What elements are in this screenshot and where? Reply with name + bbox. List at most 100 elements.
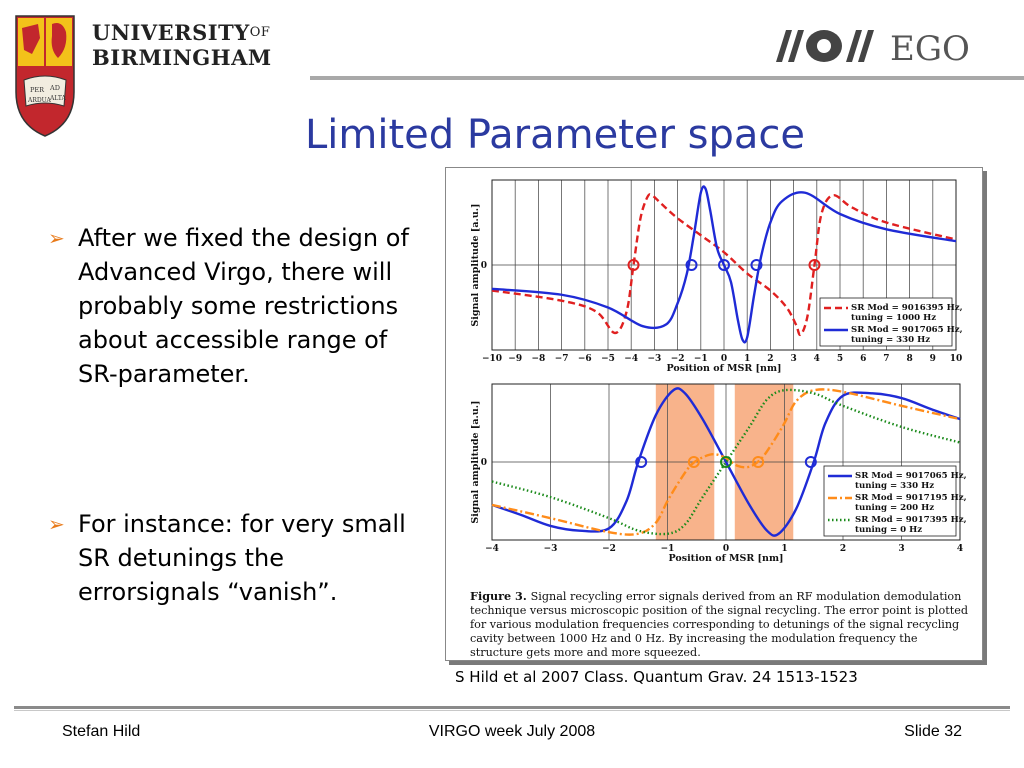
svg-text:ALTA: ALTA (49, 95, 67, 102)
ego-logo-text: EGO (890, 29, 970, 69)
x-tick-label: −7 (555, 354, 569, 364)
y-axis-label: Signal amplitude [a.u.] (470, 203, 481, 326)
x-tick-label: 7 (883, 354, 889, 364)
zero-crossing-marker (627, 259, 640, 271)
figure-svg: −10 −9 −8 −7 −6 −5 −4 −3 −2 −1 0 1 2 3 4 5 6 7 8 9 100Positi… (470, 179, 968, 659)
x-tick-label: 8 (906, 354, 912, 364)
caption-line: Figure 3. Signal recycling error signals… (470, 589, 961, 603)
zero-crossing-marker (635, 456, 648, 468)
footer-rule-thin (14, 710, 1010, 711)
legend-label: SR Mod = 9017065 Hz, (851, 325, 963, 335)
series-line-2 (491, 185, 957, 344)
header-rule (310, 76, 1024, 80)
x-axis-label: Position of MSR [nm] (669, 553, 784, 564)
legend-label: tuning = 0 Hz (855, 525, 922, 535)
x-tick-label: 0 (721, 354, 727, 364)
x-tick-label: 4 (814, 354, 820, 364)
bullet-text-2: For instance: for very small SR detuning… (78, 510, 406, 606)
citation: S Hild et al 2007 Class. Quantum Grav. 2… (455, 668, 858, 686)
x-tick-label: 0 (723, 544, 729, 554)
legend-label: tuning = 1000 Hz (851, 313, 936, 323)
x-tick-label: 1 (781, 544, 787, 554)
caption-label: Figure 3. (470, 589, 531, 603)
bullet-item-1: ➢ After we fixed the design of Advanced … (48, 221, 428, 391)
zero-crossing-marker (750, 259, 763, 271)
x-tick-label: −2 (671, 354, 685, 364)
x-tick-label: 4 (957, 544, 963, 554)
svg-text:PER: PER (30, 86, 45, 94)
bullet-text-1: After we fixed the design of Advanced Vi… (78, 224, 409, 388)
university-line2: BIRMINGHAM (92, 45, 272, 70)
university-name: UNIVERSITYOF BIRMINGHAM (92, 20, 272, 70)
legend-label: SR Mod = 9017195 Hz, (855, 493, 967, 503)
x-tick-label: −8 (531, 354, 545, 364)
zero-crossing-marker (720, 456, 732, 468)
footer-slide-number: Slide 32 (904, 723, 962, 740)
x-axis-label: Position of MSR [nm] (667, 363, 782, 374)
x-tick-label: −1 (694, 354, 708, 364)
x-tick-label: −9 (508, 354, 522, 364)
legend-label: tuning = 200 Hz (855, 503, 934, 513)
legend-label: SR Mod = 9016395 Hz, (851, 303, 963, 313)
caption-line: technique versus microscopic position of… (470, 604, 968, 617)
caption-line: cavity between 1000 Hz and 0 Hz. By incr… (470, 632, 918, 645)
x-tick-label: 3 (790, 354, 796, 364)
legend-label: SR Mod = 9017395 Hz, (855, 515, 967, 525)
footer-event: VIRGO week July 2008 (428, 723, 596, 740)
x-tick-label: 6 (860, 354, 866, 364)
ego-logo: EGO (776, 29, 970, 69)
footer-rule (14, 706, 1010, 709)
zero-crossing-marker (718, 259, 730, 271)
caption-text: Signal recycling error signals derived f… (531, 590, 962, 603)
x-tick-label: −2 (602, 544, 616, 554)
plot-frame (491, 383, 961, 541)
footer-author: Stefan Hild (62, 723, 141, 740)
zero-crossing-marker (752, 456, 765, 468)
y-tick-label: 0 (481, 458, 487, 468)
bullet-item-2: ➢ For instance: for very small SR detuni… (48, 507, 428, 609)
series-line-3 (491, 388, 961, 536)
x-tick-label: 9 (930, 354, 936, 364)
x-tick-label: −6 (578, 354, 592, 364)
x-tick-label: −3 (647, 354, 661, 364)
legend-label: tuning = 330 Hz (851, 335, 930, 345)
x-tick-label: 2 (767, 354, 773, 364)
x-tick-label: −4 (624, 354, 638, 364)
legend-box (819, 297, 953, 347)
zero-crossing-marker (687, 456, 700, 468)
y-tick-label: 0 (481, 261, 487, 271)
x-tick-label: 1 (744, 354, 750, 364)
legend-label: SR Mod = 9017065 Hz, (855, 471, 967, 481)
x-tick-label: 10 (950, 354, 963, 364)
svg-text:ARDUA: ARDUA (27, 97, 52, 104)
caption-line: structure gets more and more squeezed. (470, 646, 701, 659)
x-tick-label: −1 (661, 544, 675, 554)
y-axis-label: Signal amplitude [a.u.] (470, 400, 481, 523)
plot-frame (491, 179, 957, 351)
zero-crossing-marker (808, 259, 821, 271)
university-crest: PER AD ARDUA ALTA (15, 15, 75, 137)
chart-panel-1: −10 −9 −8 −7 −6 −5 −4 −3 −2 −1 0 1 2 3 4 5 6 7 8 9 100Positi… (470, 179, 963, 374)
university-of: OF (249, 25, 271, 40)
x-tick-label: 5 (837, 354, 843, 364)
legend-box (823, 465, 957, 537)
x-tick-label: −10 (482, 354, 502, 364)
series-line-1 (491, 193, 957, 337)
x-tick-label: −3 (544, 544, 558, 554)
svg-text:AD: AD (49, 84, 60, 92)
bullet-arrow-icon: ➢ (48, 226, 65, 250)
x-tick-label: −4 (485, 544, 499, 554)
legend-label: tuning = 330 Hz (855, 481, 934, 491)
university-line1: UNIVERSITY (92, 20, 250, 45)
slide-title: Limited Parameter space (304, 112, 806, 158)
zero-crossing-marker (804, 456, 817, 468)
x-tick-label: −5 (601, 354, 615, 364)
figure-caption: Figure 3. Signal recycling error signals… (470, 589, 968, 659)
figure-panel: −10 −9 −8 −7 −6 −5 −4 −3 −2 −1 0 1 2 3 4 5 6 7 8 9 10 0 Positi… (445, 167, 983, 661)
caption-line: for various modulation frequencies corre… (470, 618, 959, 631)
x-tick-label: 2 (840, 544, 846, 554)
bullet-arrow-icon: ➢ (48, 512, 65, 536)
zero-crossing-marker (685, 259, 698, 271)
x-tick-label: 3 (898, 544, 904, 554)
